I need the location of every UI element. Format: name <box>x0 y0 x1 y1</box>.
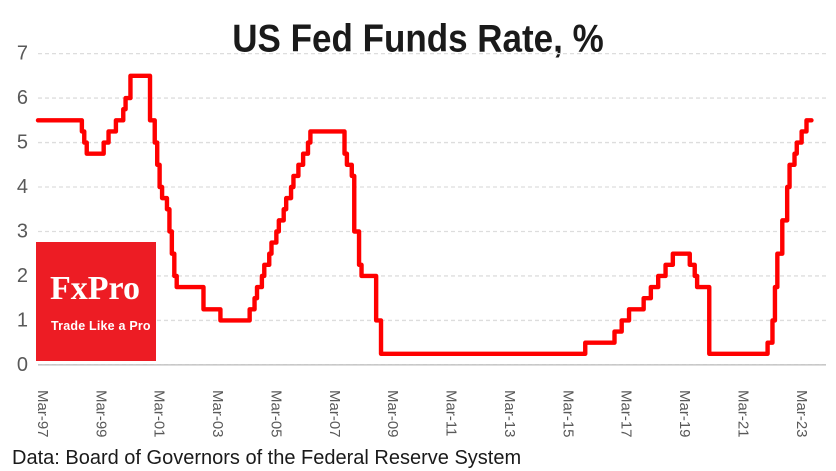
svg-text:7: 7 <box>17 43 28 65</box>
svg-text:0: 0 <box>17 354 28 376</box>
svg-text:Mar-01: Mar-01 <box>151 390 168 438</box>
svg-text:Mar-17: Mar-17 <box>618 390 635 438</box>
svg-text:Mar-19: Mar-19 <box>676 390 693 438</box>
svg-text:Mar-21: Mar-21 <box>734 390 751 438</box>
svg-text:Mar-03: Mar-03 <box>209 390 226 438</box>
svg-text:Mar-23: Mar-23 <box>793 390 810 438</box>
svg-text:Mar-07: Mar-07 <box>326 390 343 438</box>
svg-text:6: 6 <box>17 87 28 109</box>
svg-text:Mar-97: Mar-97 <box>34 390 51 438</box>
svg-text:Mar-11: Mar-11 <box>443 390 460 436</box>
svg-text:Mar-99: Mar-99 <box>92 390 109 438</box>
svg-text:Mar-05: Mar-05 <box>268 390 285 438</box>
svg-text:5: 5 <box>17 132 28 154</box>
svg-text:Mar-15: Mar-15 <box>559 390 576 438</box>
svg-text:2: 2 <box>17 265 28 287</box>
svg-text:Mar-13: Mar-13 <box>501 390 518 438</box>
svg-text:1: 1 <box>17 309 28 331</box>
svg-text:4: 4 <box>17 176 28 198</box>
svg-text:3: 3 <box>17 220 28 242</box>
svg-text:Mar-09: Mar-09 <box>384 390 401 438</box>
